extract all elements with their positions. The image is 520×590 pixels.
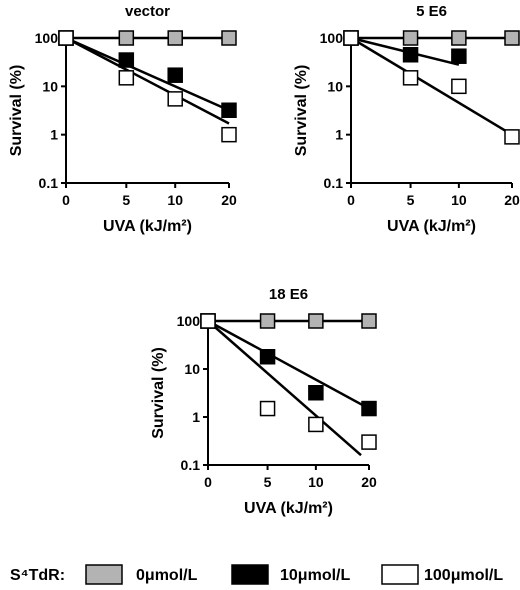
data-point-series-2 — [343, 30, 359, 46]
y-tick-label: 100 — [35, 30, 59, 46]
y-tick-label: 10 — [184, 361, 200, 377]
y-tick-label: 1 — [335, 127, 343, 143]
data-point-series-1 — [451, 48, 467, 64]
panel-1: 0.1 1 10 100 0 5 10 20 5 E6 UVA (kJ/m²) Survival (… — [293, 3, 520, 235]
legend-item-2: 100μmol/L — [424, 567, 503, 584]
data-point-series-2 — [504, 129, 520, 145]
panel-2: 0.1 1 10 100 0 5 10 20 18 E6 UVA (kJ/m²) Survival … — [150, 286, 377, 517]
x-tick-label: 20 — [361, 474, 377, 490]
legend-swatch-2 — [381, 564, 419, 585]
data-point-series-0 — [167, 30, 183, 46]
y-tick-label: 0.1 — [324, 175, 344, 191]
x-tick-label: 10 — [308, 474, 324, 490]
data-point-series-0 — [221, 30, 237, 46]
data-point-series-1 — [259, 348, 276, 365]
y-tick-label: 10 — [327, 78, 343, 94]
x-axis-label: UVA (kJ/m²) — [387, 218, 476, 235]
data-point-series-0 — [451, 30, 467, 46]
y-tick-label: 100 — [177, 313, 201, 329]
x-tick-label: 0 — [347, 192, 355, 208]
y-tick-label: 10 — [42, 78, 58, 94]
data-point-series-0 — [259, 313, 276, 329]
x-axis-label: UVA (kJ/m²) — [103, 218, 192, 235]
data-point-series-2 — [402, 70, 419, 86]
data-point-series-1 — [402, 47, 419, 63]
x-tick-label: 10 — [167, 192, 183, 208]
x-tick-label: 20 — [221, 192, 237, 208]
data-point-series-2 — [361, 434, 377, 450]
data-point-series-2 — [221, 126, 237, 143]
fit-line-series-1 — [207, 319, 370, 410]
chart-title: 5 E6 — [416, 3, 447, 20]
legend: S⁴TdR: 0μmol/L 10μmol/L 100μmol/L — [10, 564, 503, 585]
y-tick-label: 1 — [192, 409, 200, 425]
data-point-series-2 — [308, 416, 324, 433]
data-point-series-2 — [58, 30, 74, 46]
fit-line-series-2 — [65, 36, 230, 125]
fit-line-series-2 — [207, 320, 362, 457]
y-axis-label: Survival (%) — [8, 65, 25, 157]
x-tick-label: 5 — [264, 474, 272, 490]
chart-title: 18 E6 — [269, 286, 308, 303]
legend-swatch-1 — [231, 564, 269, 585]
y-tick-label: 100 — [320, 30, 344, 46]
data-point-series-0 — [118, 30, 135, 46]
y-tick-label: 0.1 — [181, 457, 201, 473]
x-tick-label: 0 — [204, 474, 212, 490]
data-point-series-1 — [308, 385, 324, 401]
data-point-series-2 — [167, 91, 183, 107]
legend-item-1: 10μmol/L — [280, 567, 350, 584]
x-axis-label: UVA (kJ/m²) — [244, 500, 333, 517]
data-point-series-1 — [361, 400, 377, 417]
legend-swatch-0 — [85, 564, 123, 585]
y-axis-label: Survival (%) — [150, 347, 167, 439]
x-tick-label: 5 — [122, 192, 130, 208]
y-tick-label: 1 — [50, 127, 58, 143]
x-tick-label: 10 — [451, 192, 467, 208]
x-tick-label: 5 — [407, 192, 415, 208]
fit-line-series-1 — [65, 36, 230, 112]
data-point-series-2 — [200, 313, 216, 329]
y-tick-label: 0.1 — [39, 175, 59, 191]
x-tick-label: 0 — [62, 192, 70, 208]
data-point-series-2 — [118, 70, 135, 86]
legend-item-0: 0μmol/L — [136, 567, 198, 584]
data-point-series-0 — [361, 313, 377, 329]
data-point-series-0 — [402, 30, 419, 46]
data-point-series-0 — [308, 313, 324, 329]
fit-line-series-2 — [350, 36, 513, 136]
data-point-series-1 — [167, 67, 183, 83]
x-tick-label: 20 — [504, 192, 520, 208]
data-point-series-1 — [118, 52, 135, 68]
data-point-series-2 — [259, 400, 276, 417]
data-point-series-2 — [451, 78, 467, 95]
panel-0: 0.1 1 10 100 0 5 10 20 vector UVA (kJ/m²) Survival… — [8, 3, 237, 235]
legend-label: S⁴TdR: — [10, 567, 65, 584]
chart-title: vector — [125, 3, 170, 20]
y-axis-label: Survival (%) — [293, 65, 310, 157]
data-point-series-0 — [504, 30, 520, 46]
data-point-series-1 — [221, 102, 237, 119]
